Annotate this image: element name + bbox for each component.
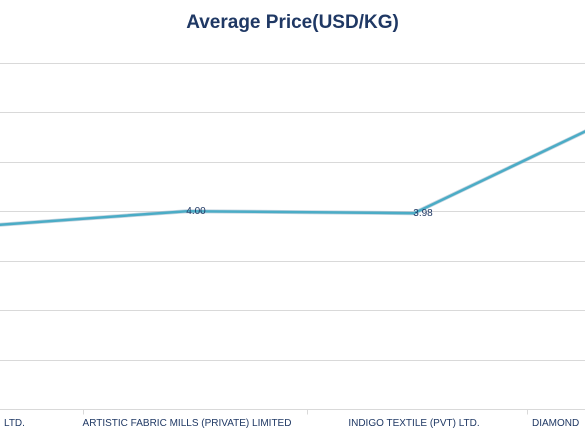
series-line-shadow-0 <box>0 129 585 227</box>
series-line-0 <box>0 130 585 226</box>
x-tick-label-1: ARTISTIC FABRIC MILLS (PRIVATE) LIMITED <box>83 418 292 429</box>
series <box>0 129 585 227</box>
data-labels: 4.00 3.98 <box>186 206 433 219</box>
chart-title: Average Price(USD/KG) <box>186 12 399 33</box>
data-label-2: 3.98 <box>413 208 433 219</box>
x-axis <box>0 409 585 415</box>
x-tick-labels: LTD. ARTISTIC FABRIC MILLS (PRIVATE) LIMI… <box>4 418 579 429</box>
data-label-1: 4.00 <box>186 206 206 217</box>
gridlines <box>0 63 585 410</box>
x-tick-label-0: LTD. <box>4 418 25 429</box>
x-tick-label-2: INDIGO TEXTILE (PVT) LTD. <box>348 418 479 429</box>
x-tick-label-3: DIAMOND <box>532 418 579 429</box>
